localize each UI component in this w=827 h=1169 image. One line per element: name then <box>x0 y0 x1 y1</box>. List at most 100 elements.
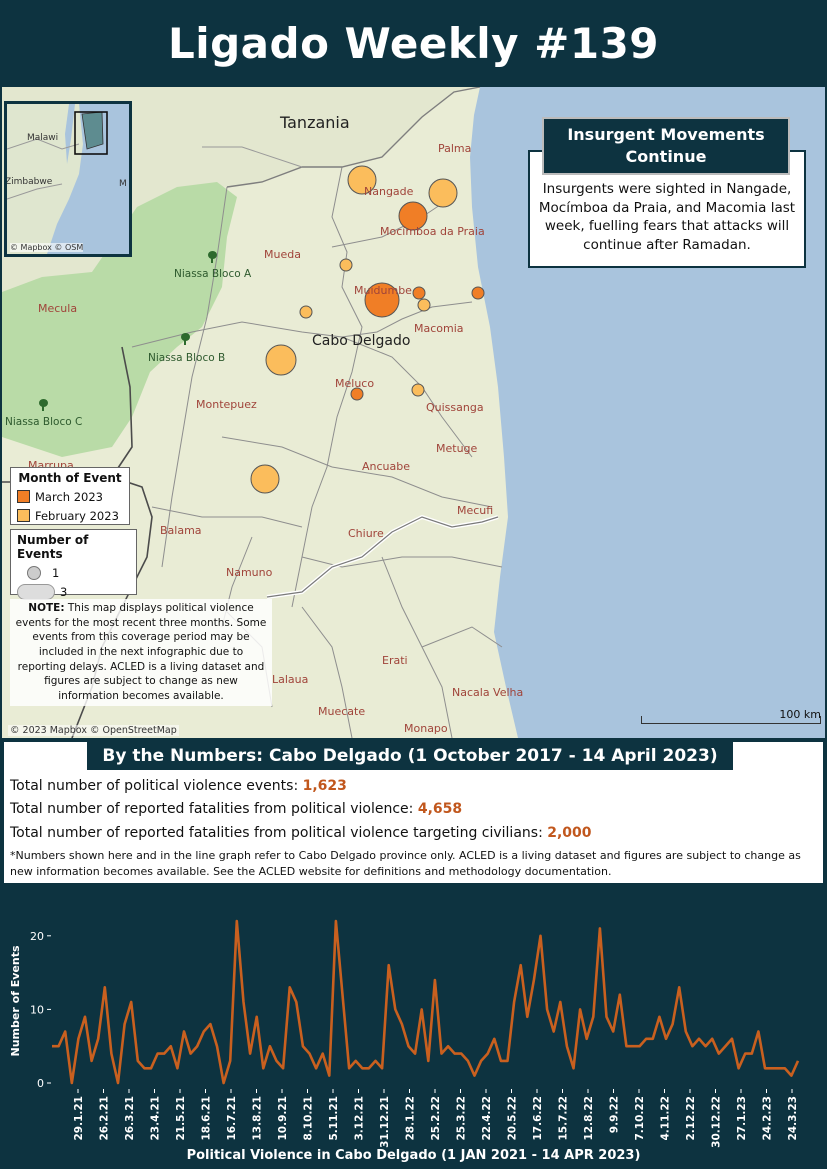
stat-row: Total number of political violence event… <box>10 778 347 794</box>
numbers-title: By the Numbers: Cabo Delgado (1 October … <box>87 742 733 770</box>
map-label-place: Mocímboa da Praia <box>380 225 485 238</box>
map-label-place: Balama <box>160 524 202 537</box>
x-tick-label: 17.6.22 <box>532 1096 544 1141</box>
map-note: NOTE: This map displays political violen… <box>10 599 272 706</box>
map-label-place: Metuge <box>436 442 478 455</box>
inset-credit: © Mapbox © OSM <box>10 243 84 252</box>
x-tick-label: 16.7.21 <box>226 1096 238 1141</box>
series-line <box>52 919 800 1085</box>
map-label-place: Muidumbe <box>354 284 412 297</box>
chart-svg: 0 10 20 Number of Events 29.1.21 26.2.21 26.3.… <box>9 919 800 1148</box>
y-axis-label: Number of Events <box>9 945 22 1056</box>
legend-label: March 2023 <box>35 489 103 504</box>
chart-title: Political Violence in Cabo Delgado (1 JA… <box>186 1148 641 1163</box>
legend-item: 1 <box>17 563 130 582</box>
map-credit: © 2023 Mapbox © OpenStreetMap <box>8 725 179 736</box>
y-tick-label: 20 <box>30 930 44 943</box>
tree-icon <box>180 333 190 345</box>
x-tick-label: 15.7.22 <box>558 1096 570 1141</box>
x-tick-label: 2.12.22 <box>685 1096 697 1141</box>
x-tick-label: 26.3.21 <box>124 1096 136 1141</box>
x-tick-label: 30.12.22 <box>711 1096 723 1148</box>
map-label-place: Erati <box>382 654 408 667</box>
legend-month-title: Month of Event <box>18 471 122 485</box>
inset-label: Malawi <box>27 133 58 143</box>
x-tick-label: 24.2.23 <box>762 1096 774 1141</box>
map-label-place: Meluco <box>335 377 375 390</box>
stat-label: Total number of reported fatalities from… <box>10 801 418 817</box>
map-label-place: Palma <box>438 142 472 155</box>
x-tick-label: 29.1.21 <box>73 1096 85 1141</box>
map-label-reserve: Niassa Bloco B <box>148 352 226 364</box>
x-tick-label: 25.2.22 <box>430 1096 442 1141</box>
map-label-country: Tanzania <box>280 113 350 132</box>
map-label-place: Nacala Velha <box>452 686 524 699</box>
stat-label: Total number of political violence event… <box>10 778 303 794</box>
size-circle-large <box>17 583 55 600</box>
x-tick-label: 23.4.21 <box>150 1096 162 1141</box>
x-tick-label: 4.11.22 <box>660 1096 672 1141</box>
x-tick-label: 18.6.21 <box>201 1096 213 1141</box>
by-the-numbers: By the Numbers: Cabo Delgado (1 October … <box>2 740 825 885</box>
map-label-place: Ancuabe <box>362 460 411 473</box>
legend-swatch <box>17 509 30 522</box>
x-tick-label: 22.4.22 <box>481 1096 493 1141</box>
x-tick-label: 13.8.21 <box>252 1096 264 1141</box>
map-label-place: Muecate <box>318 705 366 718</box>
numbers-footnote: *Numbers shown here and in the line grap… <box>10 849 801 878</box>
x-tick-label: 9.9.22 <box>609 1096 621 1133</box>
legend-item: February 2023 <box>17 506 123 525</box>
legend-item: March 2023 <box>17 487 123 506</box>
x-tick-label: 8.10.21 <box>303 1096 315 1141</box>
note-text: This map displays political violence eve… <box>15 602 267 703</box>
legend-label: February 2023 <box>35 508 119 523</box>
map-label-place: Mecula <box>38 302 78 315</box>
y-tick-label: 10 <box>30 1003 44 1016</box>
x-tick-label: 26.2.21 <box>99 1096 111 1141</box>
map-label-place: Monapo <box>404 722 448 735</box>
size-circle-small <box>27 565 41 580</box>
map-label-place: Chiure <box>348 527 384 540</box>
stat-label: Total number of reported fatalities from… <box>10 825 548 841</box>
x-tick-label: 7.10.22 <box>634 1096 646 1141</box>
stat-value: 2,000 <box>547 825 592 841</box>
map-label-place: Quissanga <box>426 401 484 414</box>
page-title: Ligado Weekly #139 <box>167 19 660 68</box>
legend-size-title: Number of Events <box>17 533 89 561</box>
legend-label: 1 <box>52 565 60 580</box>
map-label-place: Mueda <box>264 248 301 261</box>
legend-month: Month of Event March 2023 February 2023 <box>10 467 130 525</box>
x-tick-label: 21.5.21 <box>175 1096 187 1141</box>
x-tick-label: 27.1.23 <box>736 1096 748 1141</box>
map-label-province: Cabo Delgado <box>312 333 411 349</box>
stat-value: 4,658 <box>417 801 463 817</box>
map-label-place: Macomia <box>414 322 464 335</box>
x-tick-label: 3.12.21 <box>354 1096 366 1141</box>
y-tick-label: 0 <box>37 1077 44 1090</box>
x-tick-label: 20.5.22 <box>507 1096 519 1141</box>
header: Ligado Weekly #139 <box>0 0 827 87</box>
line-chart: 0 10 20 Number of Events 29.1.21 26.2.21 26.3.… <box>0 887 827 1169</box>
legend-size: Number of Events 1 3 <box>10 529 137 600</box>
map-label-place: Namuno <box>226 566 273 579</box>
x-tick-label: 28.1.22 <box>405 1096 417 1141</box>
x-tick-label: 12.8.22 <box>583 1096 595 1141</box>
map-label-place: Nangade <box>364 185 414 198</box>
legend-label: 3 <box>60 584 68 599</box>
inset-map-graphic: Malawi Zimbabwe M <box>7 104 129 254</box>
tree-icon <box>207 251 217 263</box>
inset-label: Zimbabwe <box>7 177 53 187</box>
map-label-place: Montepuez <box>196 398 257 411</box>
inset-map: Malawi Zimbabwe M © Mapbox © OSM <box>4 101 132 257</box>
x-tick-label: 24.3.23 <box>787 1096 799 1141</box>
map-label-reserve: Niassa Bloco A <box>174 268 252 280</box>
x-tick-label: 10.9.21 <box>277 1096 289 1141</box>
map[interactable]: Tanzania Cabo Delgado Palma Nangade Mocí… <box>2 87 825 738</box>
tree-icon <box>38 399 48 411</box>
scale-bar <box>641 716 821 724</box>
map-label-reserve: Niassa Bloco C <box>5 416 83 428</box>
callout-title: Insurgent Movements Continue <box>542 117 790 175</box>
map-label-place: Lalaua <box>272 673 309 686</box>
x-tick-label: 25.3.22 <box>456 1096 468 1141</box>
x-tick-label: 5.11.21 <box>328 1096 340 1141</box>
